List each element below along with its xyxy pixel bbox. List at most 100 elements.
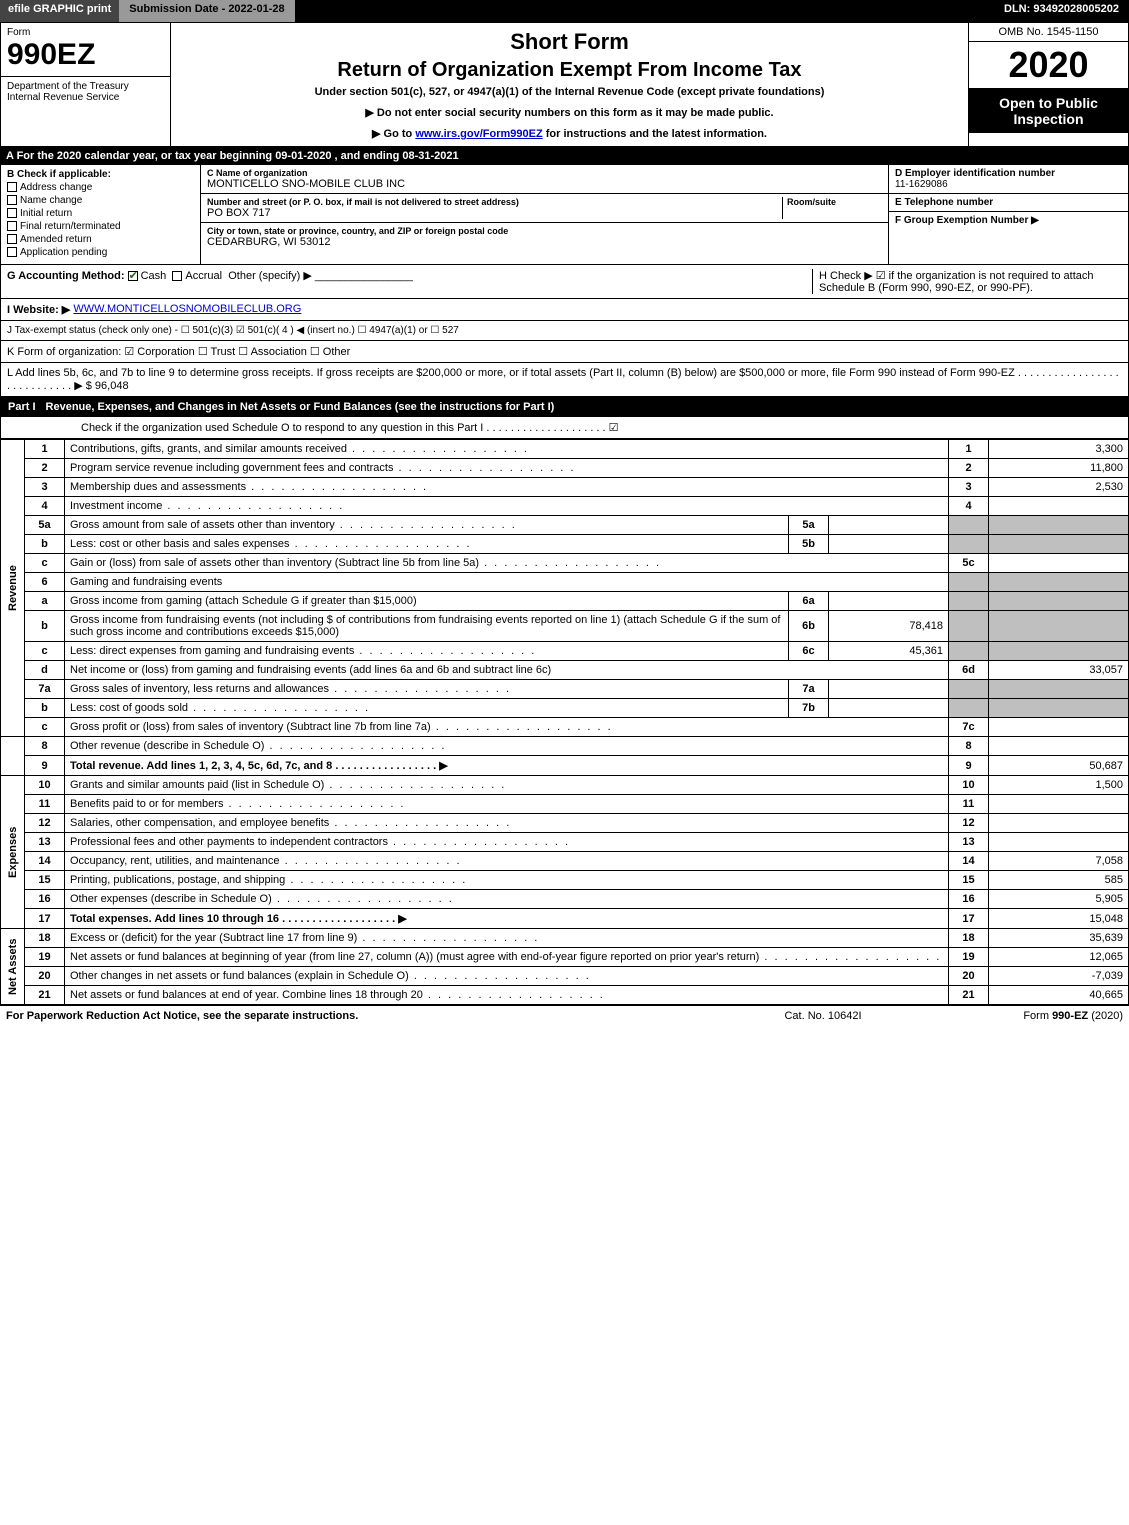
line-5c-num: c — [25, 554, 65, 573]
cb-application-pending[interactable]: Application pending — [7, 247, 194, 258]
line-6a-desc: Gross income from gaming (attach Schedul… — [65, 592, 789, 611]
line-5b-val — [989, 535, 1129, 554]
line-17-ln: 17 — [949, 909, 989, 929]
efile-print[interactable]: efile GRAPHIC print — [0, 0, 119, 22]
line-a-tax-year: A For the 2020 calendar year, or tax yea… — [0, 147, 1129, 165]
line-7a-subval — [829, 680, 949, 699]
line-6c-ln — [949, 642, 989, 661]
section-c-name-address: C Name of organization MONTICELLO SNO-MO… — [201, 165, 888, 264]
part-1-table: Revenue 1 Contributions, gifts, grants, … — [0, 439, 1129, 1005]
line-14-val: 7,058 — [989, 852, 1129, 871]
line-7a-val — [989, 680, 1129, 699]
line-12-num: 12 — [25, 814, 65, 833]
line-10-desc: Grants and similar amounts paid (list in… — [65, 776, 949, 795]
line-7a-sub: 7a — [789, 680, 829, 699]
cb-initial-return[interactable]: Initial return — [7, 208, 194, 219]
line-19-val: 12,065 — [989, 948, 1129, 967]
line-6b-val — [989, 611, 1129, 642]
line-19-ln: 19 — [949, 948, 989, 967]
accounting-method-label: G Accounting Method: — [7, 270, 125, 282]
part-1-label: Part I — [8, 401, 36, 413]
cb-name-change[interactable]: Name change — [7, 195, 194, 206]
line-10-num: 10 — [25, 776, 65, 795]
entity-info-section: B Check if applicable: Address change Na… — [0, 165, 1129, 265]
line-6c-desc: Less: direct expenses from gaming and fu… — [65, 642, 789, 661]
line-21-desc: Net assets or fund balances at end of ye… — [65, 986, 949, 1005]
part-1-check: Check if the organization used Schedule … — [0, 417, 1129, 439]
expenses-section-label: Expenses — [1, 776, 25, 929]
line-2-val: 11,800 — [989, 459, 1129, 478]
line-3-val: 2,530 — [989, 478, 1129, 497]
line-2-ln: 2 — [949, 459, 989, 478]
website-link[interactable]: WWW.MONTICELLOSNOMOBILECLUB.ORG — [73, 303, 301, 316]
line-4-ln: 4 — [949, 497, 989, 516]
line-16-desc: Other expenses (describe in Schedule O) — [65, 890, 949, 909]
line-7b-num: b — [25, 699, 65, 718]
goto-suffix: for instructions and the latest informat… — [546, 128, 767, 140]
org-city: CEDARBURG, WI 53012 — [207, 236, 508, 248]
website-label: I Website: ▶ — [7, 303, 70, 316]
cb-final-return[interactable]: Final return/terminated — [7, 221, 194, 232]
line-19-desc: Net assets or fund balances at beginning… — [65, 948, 949, 967]
line-17-num: 17 — [25, 909, 65, 929]
line-6c-val — [989, 642, 1129, 661]
line-l-gross-receipts: L Add lines 5b, 6c, and 7b to line 9 to … — [0, 363, 1129, 397]
line-7c-desc: Gross profit or (loss) from sales of inv… — [65, 718, 949, 737]
line-4-val — [989, 497, 1129, 516]
line-5b-ln — [949, 535, 989, 554]
line-2-desc: Program service revenue including govern… — [65, 459, 949, 478]
line-17-val: 15,048 — [989, 909, 1129, 929]
cb-accrual[interactable] — [172, 271, 182, 281]
part-1-header: Part I Revenue, Expenses, and Changes in… — [0, 397, 1129, 417]
ein-label: D Employer identification number — [895, 168, 1055, 179]
cb-address-change[interactable]: Address change — [7, 182, 194, 193]
line-7a-desc: Gross sales of inventory, less returns a… — [65, 680, 789, 699]
accounting-other: Other (specify) ▶ — [228, 270, 312, 282]
line-8-ln: 8 — [949, 737, 989, 756]
line-7c-num: c — [25, 718, 65, 737]
group-exemption-label: F Group Exemption Number ▶ — [895, 215, 1039, 226]
line-3-desc: Membership dues and assessments — [65, 478, 949, 497]
line-12-val — [989, 814, 1129, 833]
form-id-footer: Form 990-EZ (2020) — [923, 1010, 1123, 1022]
short-form-title: Short Form — [177, 29, 962, 55]
line-6-num: 6 — [25, 573, 65, 592]
form-number: 990EZ — [7, 38, 164, 72]
line-9-val: 50,687 — [989, 756, 1129, 776]
line-9-num: 9 — [25, 756, 65, 776]
paperwork-notice: For Paperwork Reduction Act Notice, see … — [6, 1010, 723, 1022]
line-g-h: G Accounting Method: Cash Accrual Other … — [0, 265, 1129, 299]
line-5b-sub: 5b — [789, 535, 829, 554]
line-6a-sub: 6a — [789, 592, 829, 611]
line-18-num: 18 — [25, 929, 65, 948]
line-11-desc: Benefits paid to or for members — [65, 795, 949, 814]
line-5c-val — [989, 554, 1129, 573]
line-15-num: 15 — [25, 871, 65, 890]
line-9-ln: 9 — [949, 756, 989, 776]
line-8-num: 8 — [25, 737, 65, 756]
line-13-num: 13 — [25, 833, 65, 852]
line-20-val: -7,039 — [989, 967, 1129, 986]
line-15-val: 585 — [989, 871, 1129, 890]
line-7b-val — [989, 699, 1129, 718]
line-16-num: 16 — [25, 890, 65, 909]
line-3-num: 3 — [25, 478, 65, 497]
line-j-tax-exempt: J Tax-exempt status (check only one) - ☐… — [0, 321, 1129, 341]
cb-amended-return[interactable]: Amended return — [7, 234, 194, 245]
line-18-val: 35,639 — [989, 929, 1129, 948]
line-4-desc: Investment income — [65, 497, 949, 516]
goto-prefix: ▶ Go to — [372, 128, 415, 140]
line-13-val — [989, 833, 1129, 852]
line-10-val: 1,500 — [989, 776, 1129, 795]
line-21-ln: 21 — [949, 986, 989, 1005]
section-b-checkboxes: B Check if applicable: Address change Na… — [1, 165, 201, 264]
line-4-num: 4 — [25, 497, 65, 516]
line-5a-sub: 5a — [789, 516, 829, 535]
line-6c-sub: 6c — [789, 642, 829, 661]
phone-label: E Telephone number — [895, 197, 993, 208]
cb-cash[interactable] — [128, 271, 138, 281]
line-1-ln: 1 — [949, 440, 989, 459]
under-section: Under section 501(c), 527, or 4947(a)(1)… — [177, 86, 962, 98]
line-5a-num: 5a — [25, 516, 65, 535]
irs-link[interactable]: www.irs.gov/Form990EZ — [415, 128, 542, 140]
